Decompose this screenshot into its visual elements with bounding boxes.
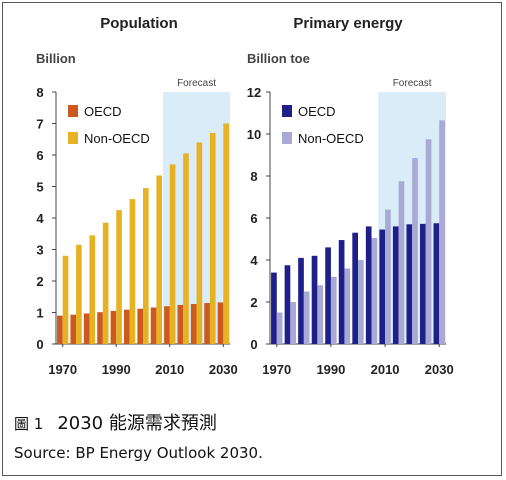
energy-y-tick-label: 12 bbox=[247, 85, 261, 100]
energy-bar-non-oecd-2010 bbox=[385, 209, 391, 344]
energy-y-tick-label: 2 bbox=[250, 295, 257, 310]
population-bar-oecd-2015 bbox=[177, 304, 184, 344]
population-legend-label-non-oecd: Non-OECD bbox=[84, 131, 150, 146]
energy-y-tick-label: 0 bbox=[250, 337, 257, 352]
energy-unit-label: Billion toe bbox=[247, 51, 310, 66]
population-y-tick-label: 4 bbox=[36, 211, 44, 226]
population-x-tick-label: 1990 bbox=[102, 362, 131, 377]
energy-bar-non-oecd-1975 bbox=[290, 302, 296, 344]
energy-x-tick-label: 1990 bbox=[316, 362, 345, 377]
population-bar-oecd-2010 bbox=[164, 306, 170, 344]
population-bar-oecd-2005 bbox=[150, 307, 157, 344]
energy-bar-oecd-1985 bbox=[311, 255, 318, 344]
energy-bar-non-oecd-1995 bbox=[344, 268, 351, 344]
population-y-tick-label: 3 bbox=[36, 243, 43, 258]
energy-bar-non-oecd-1985 bbox=[317, 285, 324, 344]
population-x-tick-label: 2010 bbox=[155, 362, 184, 377]
energy-forecast-label: Forecast bbox=[393, 78, 432, 89]
energy-bar-oecd-1995 bbox=[338, 240, 345, 344]
energy-bar-non-oecd-1980 bbox=[303, 291, 310, 344]
figure-label: 圖 1 bbox=[14, 415, 44, 433]
population-bar-oecd-2000 bbox=[137, 308, 143, 344]
figure-source: Source: BP Energy Outlook 2030. bbox=[14, 444, 263, 462]
population-y-tick-label: 6 bbox=[36, 148, 43, 163]
population-legend-label-oecd: OECD bbox=[84, 104, 122, 119]
energy-bar-non-oecd-2015 bbox=[398, 181, 405, 344]
population-unit-label: Billion bbox=[36, 51, 76, 66]
population-bar-non-oecd-1980 bbox=[89, 235, 96, 344]
energy-bar-non-oecd-2020 bbox=[412, 158, 418, 344]
energy-bar-oecd-2005 bbox=[365, 226, 372, 344]
population-y-tick-label: 7 bbox=[36, 117, 43, 132]
population-forecast-label: Forecast bbox=[177, 78, 216, 89]
population-bar-oecd-1985 bbox=[97, 312, 103, 344]
population-bar-non-oecd-2030 bbox=[223, 123, 229, 344]
population-x-tick-label: 2030 bbox=[209, 362, 238, 377]
energy-bar-non-oecd-1990 bbox=[330, 276, 337, 344]
energy-bar-oecd-1975 bbox=[284, 265, 291, 344]
energy-bar-oecd-2000 bbox=[352, 232, 358, 344]
population-bar-oecd-2025 bbox=[204, 303, 210, 344]
energy-legend-swatch-non-oecd bbox=[282, 132, 292, 144]
energy-x-tick-label: 2010 bbox=[371, 362, 400, 377]
energy-bar-oecd-2015 bbox=[392, 226, 399, 344]
population-y-tick-label: 5 bbox=[36, 180, 43, 195]
population-bar-non-oecd-1995 bbox=[129, 199, 136, 344]
energy-y-tick-label: 10 bbox=[247, 127, 261, 142]
energy-title: Primary energy bbox=[293, 15, 403, 32]
population-y-tick-label: 1 bbox=[36, 306, 43, 321]
energy-bar-non-oecd-2000 bbox=[358, 260, 364, 344]
population-bar-non-oecd-2020 bbox=[196, 142, 203, 344]
population-bar-non-oecd-1975 bbox=[76, 244, 82, 344]
energy-bar-oecd-2020 bbox=[406, 224, 413, 344]
population-bar-oecd-1970 bbox=[57, 315, 63, 344]
energy-x-tick-label: 1970 bbox=[262, 362, 291, 377]
population-legend-swatch-non-oecd bbox=[68, 132, 78, 144]
population-title: Population bbox=[100, 15, 178, 32]
energy-bar-non-oecd-2030 bbox=[439, 120, 445, 344]
energy-legend-label-oecd: OECD bbox=[298, 104, 336, 119]
population-bar-oecd-1975 bbox=[70, 314, 77, 344]
population-bar-non-oecd-1970 bbox=[62, 255, 69, 344]
charts-canvas: Population Billion Primary energy Billio… bbox=[36, 15, 454, 377]
energy-bar-non-oecd-2005 bbox=[371, 237, 378, 344]
population-bar-non-oecd-2005 bbox=[156, 175, 163, 344]
population-bar-oecd-1980 bbox=[83, 313, 90, 344]
figure-caption: 圖 1 2030 能源需求預測 bbox=[14, 409, 217, 435]
population-y-tick-label: 2 bbox=[36, 274, 43, 289]
figure-title: 2030 能源需求預測 bbox=[57, 413, 217, 434]
population-y-tick-label: 8 bbox=[36, 85, 43, 100]
population-bar-non-oecd-1985 bbox=[102, 222, 109, 344]
population-bar-non-oecd-2000 bbox=[143, 188, 149, 344]
population-bar-oecd-2030 bbox=[217, 302, 224, 344]
population-y-tick-label: 0 bbox=[36, 337, 43, 352]
energy-y-tick-label: 4 bbox=[250, 253, 258, 268]
energy-bar-oecd-1980 bbox=[298, 257, 304, 344]
population-bar-non-oecd-2025 bbox=[209, 132, 216, 344]
population-bar-non-oecd-2015 bbox=[183, 153, 189, 344]
population-x-tick-label: 1970 bbox=[48, 362, 77, 377]
energy-y-tick-label: 6 bbox=[250, 211, 257, 226]
population-legend-swatch-oecd bbox=[68, 105, 78, 117]
energy-bar-oecd-2010 bbox=[379, 229, 386, 344]
energy-bar-non-oecd-1970 bbox=[276, 312, 283, 344]
energy-x-tick-label: 2030 bbox=[425, 362, 454, 377]
energy-bar-oecd-2030 bbox=[433, 223, 440, 344]
population-bar-non-oecd-2010 bbox=[169, 164, 176, 344]
population-bar-oecd-1990 bbox=[110, 310, 117, 344]
energy-bar-oecd-1990 bbox=[325, 247, 331, 344]
energy-bar-oecd-1970 bbox=[271, 272, 277, 344]
energy-bar-non-oecd-2025 bbox=[425, 139, 432, 344]
population-bar-non-oecd-1990 bbox=[116, 210, 122, 344]
population-bar-oecd-1995 bbox=[123, 309, 130, 344]
energy-bar-oecd-2025 bbox=[420, 223, 426, 344]
population-bar-oecd-2020 bbox=[190, 303, 197, 344]
energy-legend-swatch-oecd bbox=[282, 105, 292, 117]
energy-y-tick-label: 8 bbox=[250, 169, 257, 184]
energy-legend-label-non-oecd: Non-OECD bbox=[298, 131, 364, 146]
